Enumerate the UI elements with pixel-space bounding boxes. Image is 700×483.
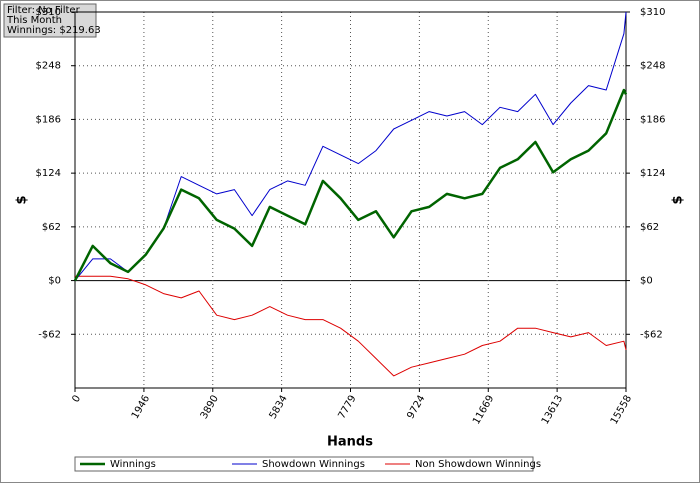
y2-tick-label: $186 [640, 114, 665, 125]
legend-label: Showdown Winnings [262, 459, 365, 470]
y2-tick-label: $0 [640, 276, 653, 287]
plot-border [74, 11, 627, 389]
info-text: This Month [6, 15, 62, 26]
y-tick-label: $124 [36, 168, 61, 179]
y-tick-label: $248 [36, 61, 61, 72]
series-line [75, 275, 627, 377]
x-axis-title: Hands [327, 435, 373, 450]
y2-tick-label: $310 [640, 7, 665, 18]
info-text: Filter: No Filter [7, 5, 81, 16]
y-tick-label: $62 [42, 222, 61, 233]
info-box [3, 3, 97, 38]
series-line [74, 11, 627, 281]
y-tick-label: $186 [36, 114, 61, 125]
y2-tick-label: $124 [640, 168, 665, 179]
y2-tick-label: $248 [640, 61, 665, 72]
series-line [73, 88, 628, 282]
info-text: Winnings: $219.63 [7, 25, 101, 36]
y-tick-label: $0 [48, 276, 61, 287]
legend-label: Non Showdown Winnings [415, 459, 541, 470]
y-tick-label: -$62 [38, 329, 61, 340]
legend-label: Winnings [110, 459, 156, 470]
y-tick-label: $310 [36, 7, 61, 18]
y2-tick-label: $62 [640, 222, 659, 233]
x-tick-label: 0 [70, 394, 83, 405]
y-axis-title: $ [15, 195, 30, 204]
y2-tick-label: -$62 [640, 329, 663, 340]
legend [74, 456, 534, 472]
y2-axis-title: $ [671, 195, 686, 204]
